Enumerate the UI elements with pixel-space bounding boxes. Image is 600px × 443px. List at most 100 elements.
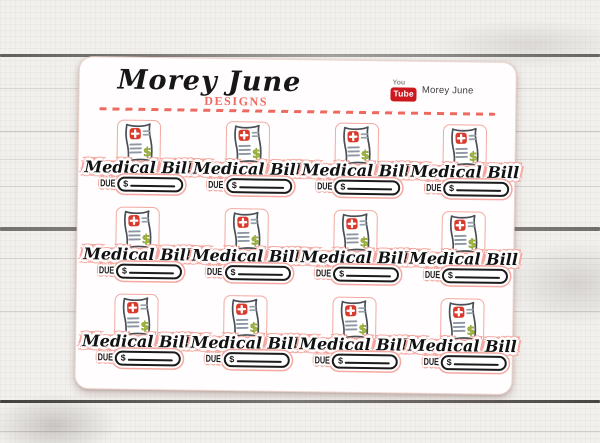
svg-text:$: $ [142,231,151,246]
due-fill-box: $ [223,352,290,368]
due-label: DUE [317,181,333,193]
fill-in-blank-line [347,187,393,191]
sticker-title: Medical Bill [191,245,301,267]
sticker-title: Medical Bill [300,247,410,268]
due-fill-box: $ [225,178,292,194]
sticker-title: Medical Bill [84,157,194,178]
due-label: DUE [97,352,113,364]
sticker-title: Medical Bill [83,244,193,265]
fill-in-blank-line [454,276,500,279]
currency-symbol: $ [229,353,235,364]
medical-bill-sticker: $ Medical Bill DUE $ [81,293,191,382]
due-fill-box: $ [114,350,181,367]
svg-text:$: $ [360,147,369,162]
sticker-sheet: Morey June DESIGNS You Tube Morey June $… [74,56,519,396]
fill-in-blank-line [453,363,499,366]
medical-bill-sticker: $ Medical Bill DUE $ [410,124,520,213]
medical-bill-invoice-icon: $ [442,124,488,171]
brand-logo: Morey June DESIGNS [117,65,301,110]
medical-bill-sticker: $ Medical Bill DUE $ [301,122,411,211]
medical-bill-invoice-icon: $ [225,121,271,168]
medical-bill-sticker: $ Medical Bill DUE $ [300,209,410,298]
fill-in-blank-line [130,184,176,188]
due-label: DUE [208,179,224,192]
due-label: DUE [206,353,222,366]
due-row: DUE $ [200,352,290,368]
medical-bill-invoice-icon: $ [441,211,487,258]
due-fill-box: $ [442,181,510,198]
svg-text:$: $ [251,233,260,248]
due-row: DUE $ [94,176,184,193]
wood-plank-seam [0,400,600,403]
medical-bill-invoice-icon: $ [224,208,269,255]
due-label: DUE [315,268,332,280]
due-fill-box: $ [440,355,507,372]
due-label: DUE [423,356,439,369]
due-fill-box: $ [117,176,184,193]
svg-text:$: $ [249,320,258,335]
due-row: DUE $ [417,355,507,372]
currency-symbol: $ [123,178,129,189]
youtube-channel-name: Morey June [421,85,474,97]
wood-plank-seam [0,54,600,57]
due-fill-box: $ [224,265,291,281]
medical-bill-sticker: $ Medical Bill DUE $ [84,119,194,208]
wood-plank-seam [0,431,600,432]
sticker-title: Medical Bill [410,161,520,183]
svg-text:$: $ [252,146,261,161]
currency-symbol: $ [446,356,452,367]
sticker-title: Medical Bill [192,158,302,180]
due-fill-box: $ [334,179,401,196]
due-fill-box: $ [333,266,400,283]
due-row: DUE $ [419,268,508,285]
currency-symbol: $ [339,268,345,279]
svg-text:$: $ [468,236,477,251]
medical-bill-invoice-icon: $ [115,206,161,254]
medical-bill-invoice-icon: $ [116,119,162,167]
brand-subtitle: DESIGNS [204,93,269,109]
svg-text:$: $ [143,144,152,159]
currency-symbol: $ [231,179,237,190]
due-label: DUE [314,355,331,367]
due-row: DUE $ [420,181,510,198]
currency-symbol: $ [449,182,455,193]
due-row: DUE $ [93,263,182,280]
due-label: DUE [424,269,440,282]
currency-symbol: $ [447,269,453,280]
fill-in-blank-line [236,360,282,363]
due-label: DUE [207,266,223,279]
fill-in-blank-line [128,271,174,275]
youtube-badge: You Tube Morey June [390,79,474,102]
medical-bill-sticker: $ Medical Bill DUE $ [407,298,517,387]
fill-in-blank-line [346,274,392,278]
medical-bill-sticker: $ Medical Bill DUE $ [190,295,300,384]
fill-in-blank-line [238,186,284,189]
medical-bill-invoice-icon: $ [334,122,379,170]
currency-symbol: $ [340,181,346,192]
due-row: DUE $ [201,265,291,281]
medical-bill-invoice-icon: $ [440,298,485,345]
svg-text:$: $ [467,323,476,338]
due-row: DUE $ [309,353,399,370]
medical-bill-sticker: $ Medical Bill DUE $ [409,211,519,300]
currency-symbol: $ [337,355,344,366]
sticker-title: Medical Bill [407,335,517,357]
medical-bill-invoice-icon: $ [332,209,378,257]
fill-in-blank-line [127,358,173,362]
due-row: DUE $ [311,179,401,196]
currency-symbol: $ [121,265,127,276]
due-label: DUE [99,178,116,190]
fill-in-blank-line [456,189,502,192]
due-label: DUE [425,182,442,195]
medical-bill-sticker: $ Medical Bill DUE $ [83,206,193,295]
medical-bill-invoice-icon: $ [331,296,377,344]
medical-bill-sticker: $ Medical Bill DUE $ [299,296,409,385]
svg-text:$: $ [358,321,367,336]
medical-bill-sticker: $ Medical Bill DUE $ [191,208,301,297]
sticker-grid: $ Medical Bill DUE $ $ Medical Bill DU [75,110,519,387]
sticker-title: Medical Bill [299,334,409,355]
sticker-title: Medical Bill [81,331,191,352]
fill-in-blank-line [344,361,390,365]
due-row: DUE $ [310,266,400,283]
medical-bill-sticker: $ Medical Bill DUE $ [193,121,303,210]
